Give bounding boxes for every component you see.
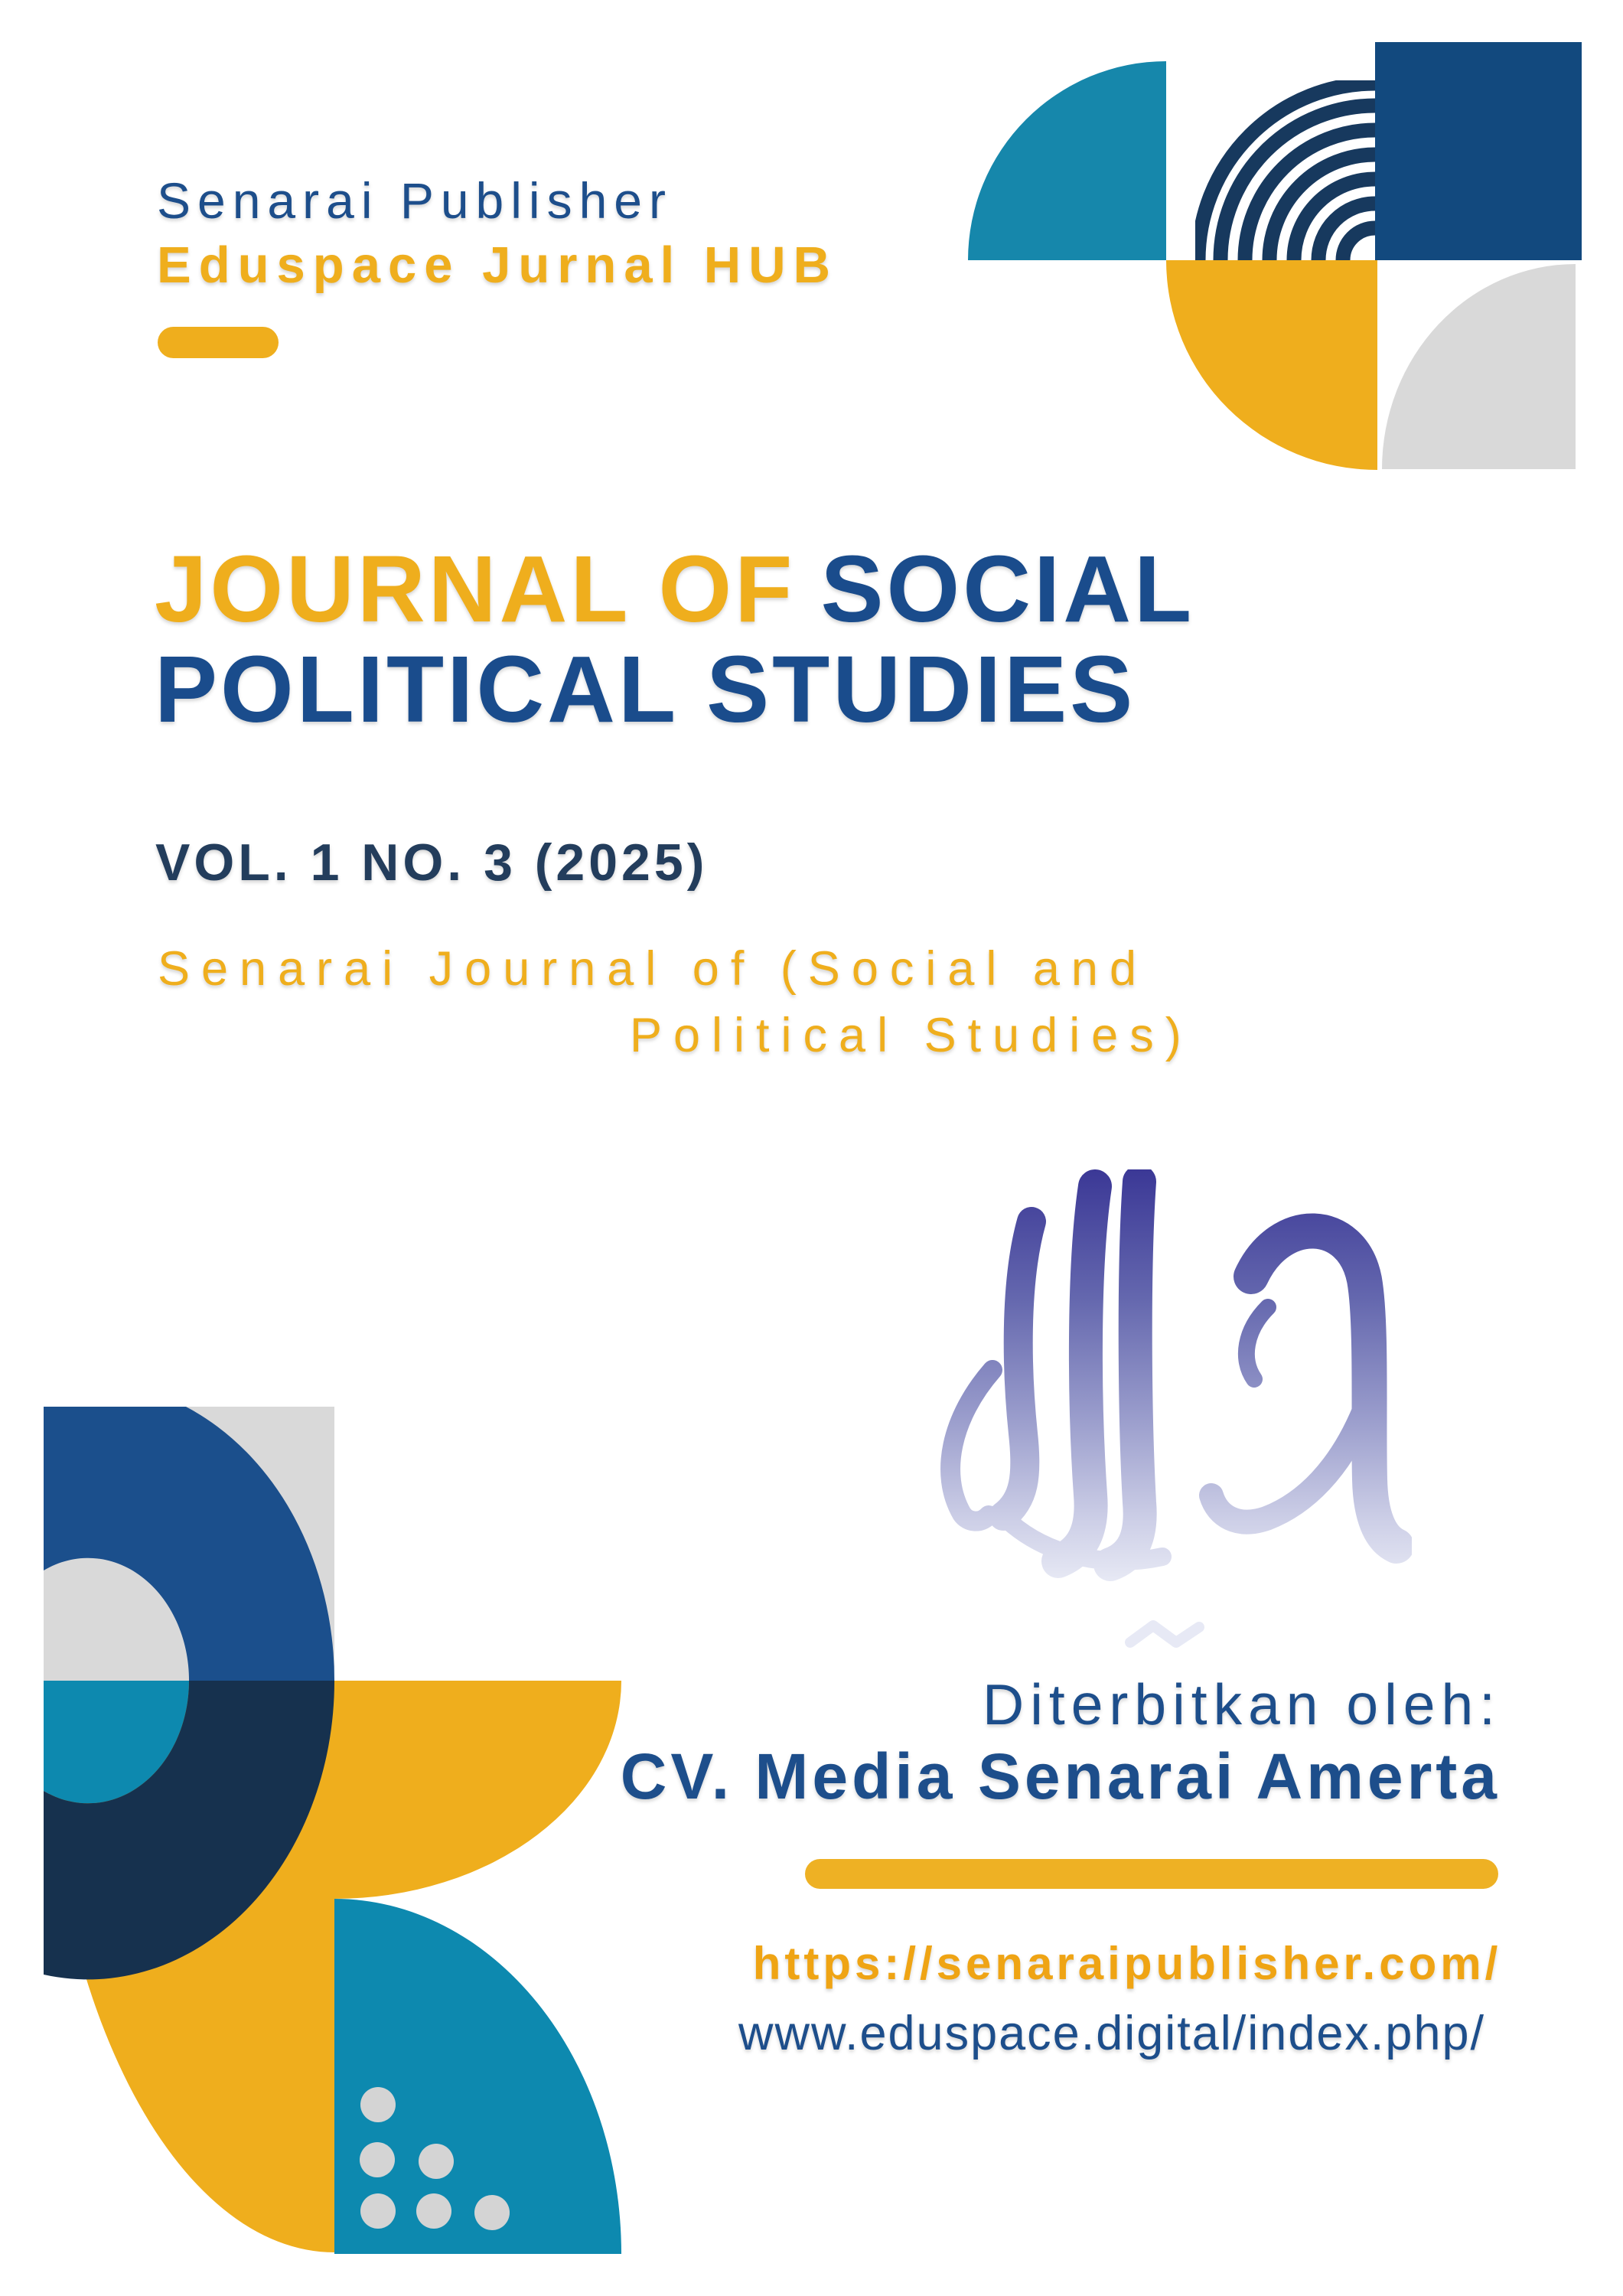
navy-square-shape [1375, 42, 1582, 260]
accent-bar-top [158, 327, 279, 358]
yellow-quarter-shape [1166, 260, 1377, 470]
journal-title-main: SOCIAL [820, 537, 1195, 642]
volume-issue-text: VOL. 1 NO. 3 (2025) [155, 833, 709, 892]
logo-stroke-mid2 [1093, 1169, 1157, 1581]
logo-stroke-left [989, 1207, 1046, 1531]
logo-stroke-mid1 [1041, 1169, 1112, 1578]
accent-bar-bottom [805, 1859, 1498, 1889]
calligraphy-logo [940, 1169, 1412, 1648]
logo-stroke-arch [1234, 1213, 1412, 1564]
journal-subtitle-line2: Political Studies) [630, 1009, 1193, 1062]
concentric-arcs-shape [1195, 80, 1375, 260]
publisher-brand: Eduspace Jurnal HUB [157, 236, 838, 294]
logo-stroke-crescent [940, 1360, 1002, 1531]
teal-inner-disc-shape [44, 1681, 190, 1804]
journal-title-line1: JOURNAL OF SOCIAL [155, 543, 1194, 637]
journal-title-line2: POLITICAL STUDIES [155, 638, 1136, 742]
imprint-label: Diterbitkan oleh: [983, 1672, 1501, 1737]
teal-petal-shape [334, 1899, 621, 2254]
imprint-publisher-name: CV. Media Senarai Amerta [620, 1740, 1501, 1812]
yellow-quarter-lower-shape [334, 1681, 621, 1899]
journal-subtitle-line1: Senarai Journal of (Social and [158, 942, 1149, 996]
bottom-left-ornament [44, 1407, 621, 2254]
journal-title-accent: JOURNAL OF [155, 537, 796, 642]
logo-chevron [1125, 1620, 1204, 1648]
logo-stroke-base [994, 1507, 1172, 1570]
publisher-url-link[interactable]: https://senaraipublisher.com/ [752, 1938, 1502, 1989]
gray-quarter-shape [1382, 264, 1576, 469]
royal-ring-shape [44, 1407, 335, 1681]
eduspace-url-link[interactable]: www.eduspace.digital/index.php/ [738, 2007, 1486, 2060]
publisher-name: Senarai Publisher [157, 172, 673, 229]
dots-pattern [360, 2087, 510, 2230]
logo-stroke-comma [1237, 1299, 1276, 1388]
teal-quarter-shape [968, 61, 1166, 260]
logo-stroke-bowl [1199, 1398, 1377, 1534]
dark-ring-shape [44, 1681, 335, 1980]
